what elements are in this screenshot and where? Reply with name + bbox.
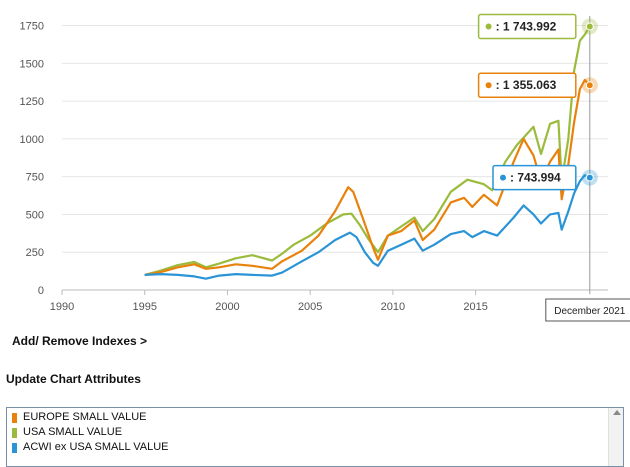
tooltip-box [477,13,577,40]
y-tick-label: 1000 [20,134,44,146]
y-tick-label: 500 [26,209,44,221]
tooltip-box [477,72,577,98]
axes: 0 250 500 750 1000 1250 1500 1750 1990 1995 2000 20… [20,21,608,313]
add-remove-indexes-link[interactable]: Add/ Remove Indexes > [12,334,148,348]
index-item-usa-small-value[interactable]: USA SMALL VALUE [7,425,623,440]
x-tick-label: 1990 [50,301,74,313]
index-item-label: USA SMALL VALUE [23,426,123,438]
marker-point [585,22,594,31]
scroll-up-arrow-icon[interactable] [613,410,621,415]
series-line-acwi-ex-usa-small-value [144,174,591,280]
series-line-europe-small-value [144,78,591,276]
europe-color-swatch [12,413,17,423]
acwi-color-swatch [12,443,17,453]
x-tick-label: 2015 [463,301,487,313]
series-lines [144,25,591,280]
index-item-europe-small-value[interactable]: EUROPE SMALL VALUE [7,410,623,425]
line-chart: 0 250 500 750 1000 1250 1500 1750 1990 1995 2000 20… [20,13,630,322]
x-tick-label: 1995 [132,301,156,313]
index-item-label: ACWI ex USA SMALL VALUE [23,441,169,453]
y-tick-label: 1500 [20,58,44,70]
crosshair-date-box [545,298,630,322]
x-tick-label: 2005 [298,301,322,313]
gridlines [62,25,608,253]
marker-point [585,81,594,90]
x-tick-label: 2010 [381,301,405,313]
tooltip-dot [500,174,506,181]
index-item-label: EUROPE SMALL VALUE [23,411,147,423]
tooltips: : 1 743.992 : 1 355.063 : 743.994 [477,13,598,191]
marker-point [585,173,594,182]
crosshair: December 2021 [545,16,630,322]
crosshair-date-label: December 2021 [554,306,626,317]
x-tick-label: 2000 [215,301,239,313]
usa-color-swatch [12,428,17,438]
tooltip-value: : 1 743.992 [496,19,557,33]
tooltip-dot [485,23,492,30]
tooltip-dot [485,82,492,89]
update-chart-attributes-heading: Update Chart Attributes [6,372,141,386]
y-tick-label: 750 [26,172,44,184]
y-tick-label: 1750 [20,21,44,33]
y-tick-label: 0 [38,285,44,297]
y-tick-label: 1250 [20,96,44,108]
series-line-usa-small-value [144,25,591,276]
index-list[interactable]: EUROPE SMALL VALUE USA SMALL VALUE ACWI … [6,407,624,467]
scrollbar[interactable] [608,408,623,466]
tooltip-box [492,164,577,191]
tooltip-value: : 743.994 [510,171,561,185]
index-item-acwi-ex-usa-small-value[interactable]: ACWI ex USA SMALL VALUE [7,440,623,455]
tooltip-value: : 1 355.063 [496,78,557,92]
y-tick-label: 250 [26,247,44,259]
